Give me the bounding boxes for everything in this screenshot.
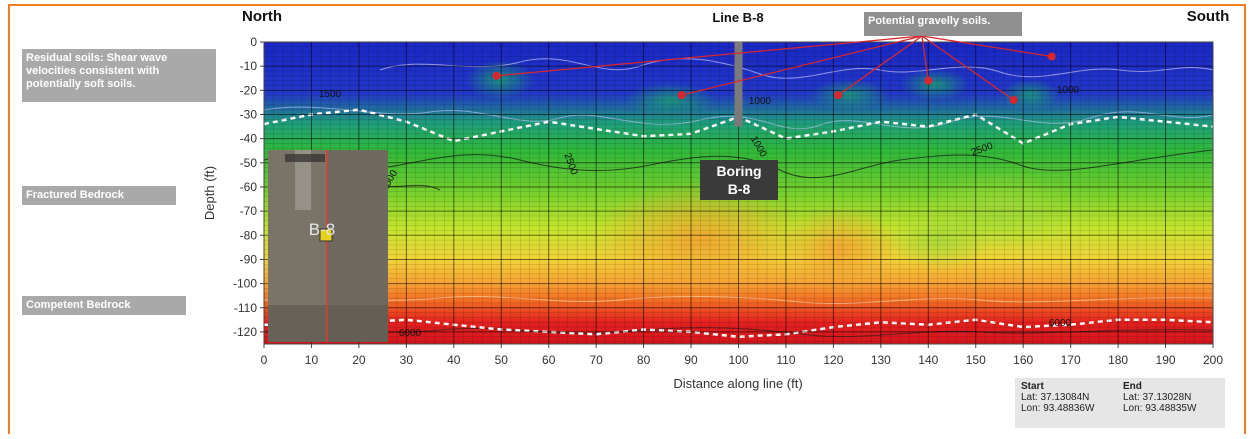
contour-label: 1500 bbox=[319, 89, 342, 100]
boring-label-line2: B-8 bbox=[728, 181, 751, 197]
x-tick-label: 200 bbox=[1203, 353, 1223, 367]
x-tick-label: 160 bbox=[1013, 353, 1033, 367]
x-tick-label: 80 bbox=[637, 353, 651, 367]
end-lat: Lat: 37.13028N bbox=[1123, 392, 1192, 403]
contour-label: 6000 bbox=[1049, 318, 1072, 329]
coordinates-box: Start Lat: 37.13084N Lon: 93.48836W End … bbox=[1015, 378, 1225, 428]
low-velocity-pocket bbox=[810, 79, 890, 111]
gravelly-soil-point bbox=[1047, 52, 1056, 61]
start-title: Start bbox=[1021, 381, 1044, 392]
x-tick-label: 40 bbox=[447, 353, 461, 367]
mid-velocity-zone bbox=[890, 210, 990, 270]
interface-competent-bedrock-top bbox=[264, 318, 1213, 339]
start-lon: Lon: 93.48836W bbox=[1021, 403, 1095, 414]
gravelly-soil-arrows bbox=[492, 35, 1056, 104]
y-tick-label: -120 bbox=[233, 325, 257, 339]
end-title: End bbox=[1123, 381, 1142, 392]
x-axis-label: Distance along line (ft) bbox=[673, 376, 802, 391]
contour-line bbox=[264, 295, 1213, 304]
high-velocity-zone bbox=[590, 180, 810, 300]
y-tick-label: -60 bbox=[240, 180, 258, 194]
boring-label-line1: Boring bbox=[716, 163, 761, 179]
fractured-bedrock-label: Fractured Bedrock bbox=[22, 186, 176, 205]
y-tick-label: -40 bbox=[240, 132, 258, 146]
x-tick-label: 170 bbox=[1061, 353, 1081, 367]
y-tick-label: -50 bbox=[240, 156, 258, 170]
gravelly-soil-arrow bbox=[921, 35, 1015, 101]
gravelly-soil-arrow bbox=[921, 35, 929, 81]
x-tick-label: 20 bbox=[352, 353, 366, 367]
potential-gravelly-label: Potential gravelly soils. bbox=[868, 15, 990, 27]
inset-label: B-8 bbox=[309, 220, 335, 239]
start-coordinates: Start Lat: 37.13084N Lon: 93.48836W bbox=[1021, 381, 1094, 414]
x-tick-label: 90 bbox=[684, 353, 698, 367]
y-axis-label: Depth (ft) bbox=[202, 166, 217, 220]
x-tick-label: 120 bbox=[823, 353, 843, 367]
x-tick-label: 60 bbox=[542, 353, 556, 367]
y-tick-label: -20 bbox=[240, 83, 258, 97]
contour-line bbox=[264, 327, 1213, 338]
y-tick-label: -100 bbox=[233, 277, 257, 291]
x-tick-label: 140 bbox=[918, 353, 938, 367]
start-lat: Lat: 37.13084N bbox=[1021, 392, 1090, 403]
gravelly-soil-point bbox=[492, 71, 501, 80]
contour-label: 1000 bbox=[1057, 85, 1080, 96]
y-tick-label: -90 bbox=[240, 252, 258, 266]
potential-gravelly-label-box bbox=[864, 12, 1022, 36]
x-tick-label: 150 bbox=[966, 353, 986, 367]
gravelly-soil-point bbox=[677, 91, 686, 100]
gravelly-soil-point bbox=[834, 91, 843, 100]
y-tick-label: -70 bbox=[240, 204, 258, 218]
gravelly-soil-arrow bbox=[496, 35, 923, 77]
y-tick-label: 0 bbox=[250, 35, 257, 49]
gravelly-soil-point bbox=[1009, 95, 1018, 104]
boring-label-box bbox=[700, 160, 778, 200]
contour-label: 1000 bbox=[749, 96, 772, 107]
x-tick-label: 190 bbox=[1156, 353, 1176, 367]
south-label: South bbox=[1187, 8, 1230, 25]
residual-soils-label: Residual soils: Shear wave velocities co… bbox=[22, 49, 216, 102]
north-label: North bbox=[242, 8, 282, 25]
x-axis-ticks: 0 10 20 30 40 50 60 70 80 90 100 110 120 130 140 150 160… bbox=[261, 344, 1223, 367]
contour-line bbox=[379, 58, 1213, 79]
figure-frame bbox=[8, 4, 1246, 434]
x-tick-label: 70 bbox=[589, 353, 603, 367]
contour-label: 6000 bbox=[399, 328, 422, 339]
x-tick-label: 10 bbox=[305, 353, 319, 367]
y-tick-label: -80 bbox=[240, 228, 258, 242]
gravelly-soil-arrow bbox=[681, 35, 923, 96]
x-tick-label: 180 bbox=[1108, 353, 1128, 367]
y-tick-label: -110 bbox=[234, 301, 257, 315]
low-velocity-pocket bbox=[900, 69, 970, 101]
x-tick-label: 130 bbox=[871, 353, 891, 367]
competent-bedrock-label: Competent Bedrock bbox=[22, 296, 186, 315]
x-tick-label: 100 bbox=[728, 353, 748, 367]
x-tick-label: 30 bbox=[400, 353, 414, 367]
low-velocity-pocket bbox=[625, 82, 715, 118]
y-tick-label: -10 bbox=[240, 59, 258, 73]
y-axis-ticks: 0 -10 -20 -30 -40 -50 -60 -70 -80 -90 -100 -110 -120 bbox=[233, 35, 264, 339]
end-lon: Lon: 93.48835W bbox=[1123, 403, 1197, 414]
gravelly-soil-arrow bbox=[837, 35, 923, 96]
inset-boring-marker bbox=[319, 228, 333, 242]
site-inset-map: B-8 bbox=[268, 150, 388, 342]
gravelly-soil-arrow bbox=[921, 35, 1052, 58]
x-tick-label: 110 bbox=[776, 353, 795, 367]
high-velocity-zone bbox=[780, 205, 900, 295]
gravelly-soil-point bbox=[924, 76, 933, 85]
end-coordinates: End Lat: 37.13028N Lon: 93.48835W bbox=[1123, 381, 1196, 414]
x-tick-label: 50 bbox=[495, 353, 509, 367]
contour-line bbox=[264, 106, 1213, 130]
chart-title: Line B-8 bbox=[712, 10, 763, 25]
boring-b8-column bbox=[734, 42, 743, 127]
x-tick-label: 0 bbox=[261, 353, 268, 367]
y-tick-label: -30 bbox=[240, 107, 258, 121]
